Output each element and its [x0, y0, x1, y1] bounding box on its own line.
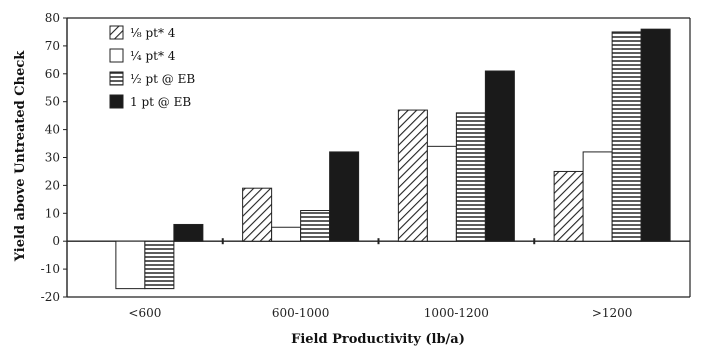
y-tick-label: -10 [41, 262, 60, 276]
bars-group [115, 28, 671, 290]
bar-horizontal-4 [611, 31, 642, 242]
y-tick-label: 20 [45, 178, 60, 192]
bar-horizontal-1 [144, 240, 175, 290]
x-category-label: 1000-1200 [424, 306, 489, 320]
x-axis-labels: <600 600-1000 1000-1200 >1200 [128, 306, 632, 320]
x-category-label: 600-1000 [272, 306, 330, 320]
x-category-label: >1200 [592, 306, 633, 320]
y-tick-label: 0 [52, 234, 60, 248]
legend-swatch-horizontal [109, 71, 124, 86]
legend-swatch-solid [109, 94, 124, 109]
y-tick-label: 30 [45, 151, 60, 165]
y-tick-label: 10 [45, 206, 60, 220]
bar-solid-4 [640, 28, 671, 242]
bar-white-2 [271, 226, 302, 242]
y-tick-label: 70 [45, 39, 60, 53]
y-tick-label: 60 [45, 67, 60, 81]
bar-horizontal-2 [300, 210, 331, 242]
legend-swatch-diagonal [109, 25, 124, 40]
legend-swatch-white [109, 48, 124, 63]
bar-white-3 [426, 145, 457, 242]
bar-horizontal-3 [455, 112, 486, 242]
x-category-label: <600 [128, 306, 161, 320]
bar-solid-1 [173, 223, 204, 242]
bar-solid-2 [329, 151, 360, 242]
y-tick-label: 40 [45, 123, 60, 137]
y-tick-label: 80 [45, 11, 60, 25]
bar-white-1 [115, 240, 146, 290]
bar-solid-3 [484, 70, 515, 242]
legend: ⅛ pt* 4 ¼ pt* 4 ½ pt @ EB 1 pt @ EB [109, 25, 195, 109]
y-axis-ticks: -20 -10 0 10 20 30 40 50 60 70 80 [41, 11, 67, 304]
bar-diagonal-2 [242, 187, 273, 242]
x-axis-title: Field Productivity (lb/a) [291, 332, 465, 347]
y-axis-title: Yield above Untreated Check [13, 50, 28, 263]
legend-label: ¼ pt* 4 [130, 49, 176, 63]
legend-label: ⅛ pt* 4 [130, 26, 176, 40]
legend-label: 1 pt @ EB [130, 95, 191, 109]
bar-diagonal-3 [397, 109, 428, 242]
bar-diagonal-4 [553, 170, 584, 242]
y-tick-label: -20 [41, 290, 60, 304]
legend-label: ½ pt @ EB [130, 72, 195, 86]
y-tick-label: 50 [45, 95, 60, 109]
bar-white-4 [582, 151, 613, 242]
